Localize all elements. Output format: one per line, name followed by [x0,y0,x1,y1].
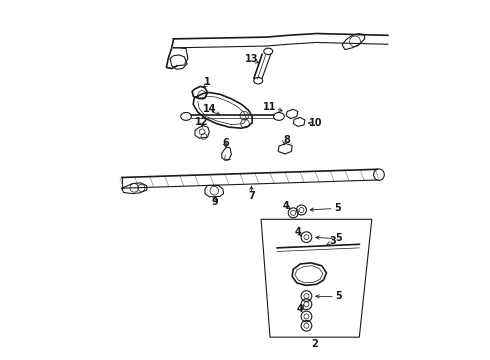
Text: 8: 8 [284,135,291,145]
Text: 11: 11 [263,102,277,112]
Text: 12: 12 [195,117,208,127]
Text: 14: 14 [202,104,216,113]
Text: 5: 5 [334,203,341,213]
Text: 4: 4 [294,227,301,237]
Text: 5: 5 [335,291,342,301]
Text: 13: 13 [245,54,259,64]
Text: 3: 3 [329,237,336,247]
Text: 5: 5 [335,233,342,243]
Text: 9: 9 [211,197,218,207]
Text: 1: 1 [204,77,211,87]
Text: 2: 2 [311,339,318,348]
Text: 10: 10 [309,118,322,128]
Text: 6: 6 [222,138,229,148]
Text: 4: 4 [283,201,290,211]
Text: 7: 7 [249,191,255,201]
Text: 4: 4 [297,304,304,314]
